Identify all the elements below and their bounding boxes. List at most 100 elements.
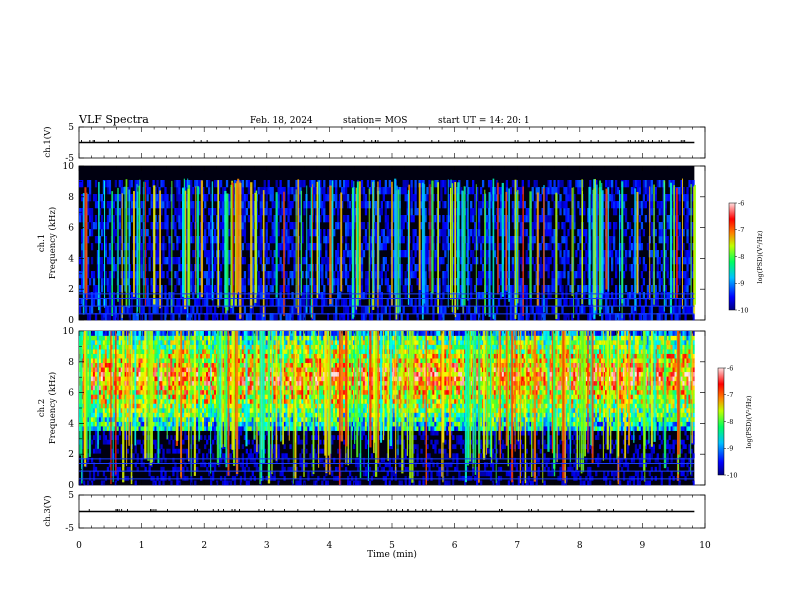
spectrogram-cell [382,243,385,251]
spectrogram-cell [553,229,556,237]
spectrogram-cell [118,194,121,202]
spectrogram-cell [92,285,96,293]
spectrogram-cell [644,313,648,321]
spectrogram-cell [360,187,364,195]
spectrogram-cell [380,306,384,314]
spectrogram-cell [174,180,177,188]
spectrogram-cell [160,292,163,300]
spectrogram-cell [525,208,528,216]
waveform-spike [460,140,462,142]
spectrogram-cell [182,439,185,445]
spectrogram-cell [271,187,274,195]
spectrogram-cell [80,271,84,279]
spectrogram-cell [460,187,463,195]
spectrogram-cell [618,313,622,321]
spectrogram-cell [656,313,659,321]
spectrogram-spike [543,188,545,296]
spectrogram-cell [362,201,366,209]
spectrogram-cell [219,208,223,216]
spectrogram-cell [414,264,417,272]
spectrogram-cell [561,201,564,209]
spectrogram-cell [299,285,302,293]
spectrogram-cell [86,444,90,450]
spectrogram-cell [597,257,600,265]
spectrogram-cell [428,180,431,188]
spectrogram-cell [154,271,157,279]
spectrogram-cell [104,389,108,395]
spectrogram-cell [370,243,374,251]
spectrogram-cell [215,222,219,230]
spectrogram-cell [402,215,405,223]
spectrogram-cell [438,313,441,321]
ch2-spectrogram-marks [79,331,695,486]
spectrogram-cell [325,257,328,265]
spectrogram-cell [565,215,568,223]
spectrogram-cell [140,353,143,359]
spectrogram-cell [192,187,195,195]
spectrogram-cell [180,250,183,258]
spectrogram-cell [660,278,663,286]
spectrogram-cell [170,331,173,336]
spectrogram-cell [690,299,693,307]
spectrogram-cell [154,367,157,373]
spectrogram-cell [126,421,129,427]
spectrogram-cell [344,250,348,258]
spectrogram-cell [577,299,580,307]
spectrogram-cell [116,403,120,409]
spectrogram-cell [392,229,395,237]
spectrogram-cell [442,285,445,293]
spectrogram-cell [664,229,667,237]
spectrogram-cell [466,278,469,286]
spectrogram-cell [176,448,179,454]
spectrogram-cell [364,201,368,209]
spectrogram-cell [118,385,121,391]
spectrogram-cell [585,285,588,293]
spectrogram-cell [204,215,207,223]
spectrogram-cell [140,257,143,265]
spectrogram-cell [148,313,151,321]
spectrogram-cell [154,385,157,391]
spectrogram-cell [106,313,110,321]
spectrogram-cell [440,313,443,321]
spectrogram-cell [277,299,280,307]
spectrogram-cell [499,271,503,279]
spectrogram-cell [98,222,102,230]
spectrogram-cell [682,285,685,293]
spectrogram-cell [160,340,163,345]
spectrogram-cell [210,229,213,237]
spectrogram-cell [120,389,123,395]
spectrogram-cell [277,201,280,209]
spectrogram-cell [160,385,163,391]
spectrogram-cell [176,278,179,286]
spectrogram-cell [632,257,636,265]
spectrogram-cell [148,389,151,395]
spectrogram-cell [108,215,112,223]
spectrogram-cell [168,201,171,209]
spectrogram-cell [674,278,677,286]
spectrogram-cell [607,306,610,314]
spectrogram-cell [162,344,165,350]
spectrogram-cell [132,367,135,373]
spectrogram-cell [466,243,469,251]
spectrogram-cell [348,229,352,237]
spectrogram-cell [505,313,509,321]
spectrogram-cell [400,299,403,307]
spectrogram-cell [251,264,254,272]
spectrogram-cell [168,371,171,377]
spectrogram-cell [539,271,542,279]
spectrogram-cell [664,236,667,244]
spectrogram-cell [614,299,618,307]
spectrogram-cell [410,194,413,202]
spectrogram-cell [192,457,195,463]
spectrogram-cell [172,376,175,382]
spectrogram-cell [126,398,129,404]
spectrogram-cell [112,389,116,395]
spectrogram-cell [146,299,149,307]
spectrogram-cell [168,389,171,395]
spectrogram-cell [503,229,507,237]
spectrogram-cell [206,299,209,307]
spectrogram-cell [108,394,112,400]
spectrogram-cell [630,229,634,237]
spectrogram-cell [154,398,157,404]
spectrogram-cell [547,180,550,188]
